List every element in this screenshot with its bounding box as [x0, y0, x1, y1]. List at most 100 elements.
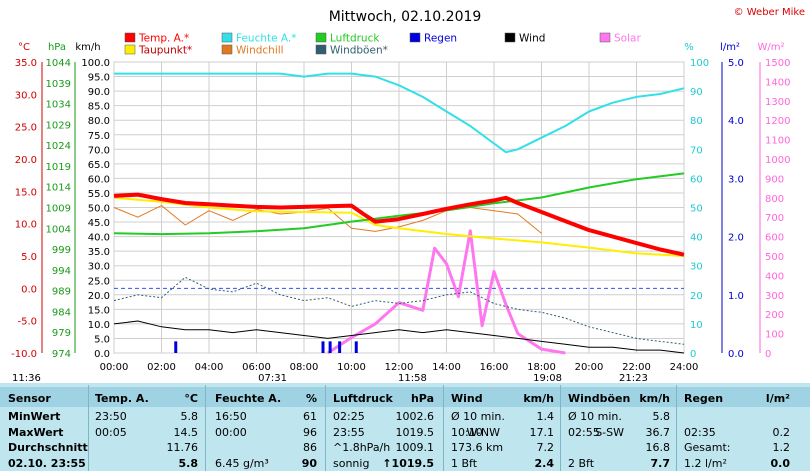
tick-label-solar: 1100 [765, 136, 790, 147]
table-cell: 96 [303, 425, 317, 439]
rain-bar [321, 341, 325, 353]
tick-label-hpa: 1034 [46, 100, 71, 111]
table-cell: 5.8 [178, 456, 199, 470]
tick-label-kmh: 55.0 [88, 189, 110, 200]
rain-bar [354, 341, 358, 353]
tick-label-temp: 35.0 [15, 58, 37, 69]
table-cell: 14.5 [173, 425, 199, 439]
table-cell: MinWert [8, 410, 61, 423]
tick-label-kmh: 45.0 [88, 218, 110, 229]
table-cell: Gesamt: [684, 441, 731, 454]
table-cell: 0.0 [770, 456, 791, 470]
legend-swatch [124, 44, 136, 55]
tick-label-kmh: 15.0 [88, 305, 110, 316]
table-cell: Durchschnitt [8, 441, 88, 454]
series-line-windchill [113, 205, 542, 234]
sun-time-label: 11:36 [12, 373, 41, 383]
sun-time-label: 11:58 [398, 373, 427, 383]
tick-label-solar: 600 [765, 233, 784, 244]
tick-label-pct: 0 [690, 349, 696, 360]
legend: Temp. A.* Feuchte A.* Luftdruck Regen Wind So… [124, 33, 641, 57]
unit-label: °C [18, 42, 30, 53]
table-divider [88, 385, 89, 471]
legend-swatch [221, 44, 233, 55]
plot-area [113, 72, 685, 355]
table-cell: 1009.1 [395, 441, 435, 454]
table-cell: W-NW [466, 425, 500, 439]
table-cell: 17.1 [529, 425, 555, 439]
table-cell: 2 Bft [568, 456, 595, 470]
tick-label-solar: 1300 [765, 97, 790, 108]
tick-label-hpa: 1024 [46, 141, 71, 152]
tick-label-temp: -10.0 [11, 349, 37, 360]
table-cell: 90 [301, 456, 317, 470]
table-cell: 1019.5 [395, 425, 435, 439]
legend-swatch [315, 44, 327, 55]
tick-label-temp: -5.0 [17, 317, 37, 328]
tick-label-temp: 5.0 [21, 252, 37, 263]
tick-label-kmh: 70.0 [88, 145, 110, 156]
tick-label-solar: 100 [765, 330, 784, 341]
tick-label-time: 04:00 [195, 362, 224, 373]
series-line-wind [113, 320, 685, 354]
table-cell: km/h [639, 392, 670, 405]
tick-label-rain: 3.0 [728, 174, 744, 185]
tick-label-solar: 0 [765, 349, 771, 360]
tick-label-time: 08:00 [290, 362, 319, 373]
table-cell: 16:50 [215, 410, 247, 423]
tick-label-time: 12:00 [385, 362, 414, 373]
table-cell: S-SW [595, 425, 624, 439]
unit-label: km/h [75, 42, 100, 53]
tick-label-hpa: 989 [52, 287, 71, 298]
tick-label-kmh: 30.0 [88, 262, 110, 273]
series-line-luftdruck [113, 172, 685, 236]
rain-bar [174, 341, 178, 353]
tick-label-hpa: 974 [52, 349, 71, 360]
table-cell: l/m² [765, 392, 790, 405]
table-cell: 11.76 [166, 441, 199, 454]
copyright: © Weber Mike [734, 7, 805, 18]
table-cell: 00:05 [95, 425, 127, 439]
tick-label-time: 00:00 [100, 362, 129, 373]
sun-time-label: 19:08 [533, 373, 562, 383]
table-cell: ^1.8hPa/h [333, 441, 391, 454]
chart-title: Mittwoch, 02.10.2019 [329, 9, 482, 25]
tick-label-pct: 50 [690, 204, 703, 215]
tick-label-rain: 4.0 [728, 116, 744, 127]
table-cell: 16.8 [645, 441, 671, 454]
tick-label-kmh: 65.0 [88, 160, 110, 171]
table-cell: 5.8 [180, 410, 199, 423]
table-cell: 02:55 [568, 425, 600, 439]
table-divider [676, 385, 677, 471]
tick-label-pct: 40 [690, 233, 703, 244]
table-cell: % [305, 392, 317, 405]
table-cell: 00:00 [215, 425, 247, 439]
table-cell: 36.7 [645, 425, 671, 439]
series-line-windb-en [113, 276, 685, 345]
tick-label-hpa: 984 [52, 307, 71, 318]
series-line-taupunkt [113, 196, 685, 257]
table-cell: 61 [303, 410, 317, 423]
table-cell: 7.2 [536, 441, 555, 454]
tick-label-kmh: 50.0 [88, 204, 110, 215]
table-cell: 1 Bft [451, 456, 478, 470]
tick-label-hpa: 994 [52, 266, 71, 277]
tick-label-kmh: 60.0 [88, 174, 110, 185]
table-cell: 1002.6 [395, 410, 435, 423]
series-line-feuchte-a [114, 72, 685, 154]
tick-label-hpa: 979 [52, 328, 71, 339]
tick-label-solar: 200 [765, 310, 784, 321]
table-cell: 1.2 l/m² [684, 456, 727, 470]
series-line-temp-a [113, 192, 685, 257]
tick-label-hpa: 1029 [46, 120, 71, 131]
tick-label-hpa: 1044 [46, 58, 71, 69]
tick-label-kmh: 20.0 [88, 291, 110, 302]
tick-label-solar: 1400 [765, 77, 790, 88]
tick-label-pct: 90 [690, 87, 703, 98]
table-cell: Windböen [568, 392, 631, 405]
tick-label-pct: 10 [690, 320, 703, 331]
table-cell: 0.2 [772, 425, 791, 439]
legend-label: Windchill [236, 45, 284, 57]
tick-label-kmh: 0.0 [94, 349, 110, 360]
tick-label-kmh: 75.0 [88, 131, 110, 142]
